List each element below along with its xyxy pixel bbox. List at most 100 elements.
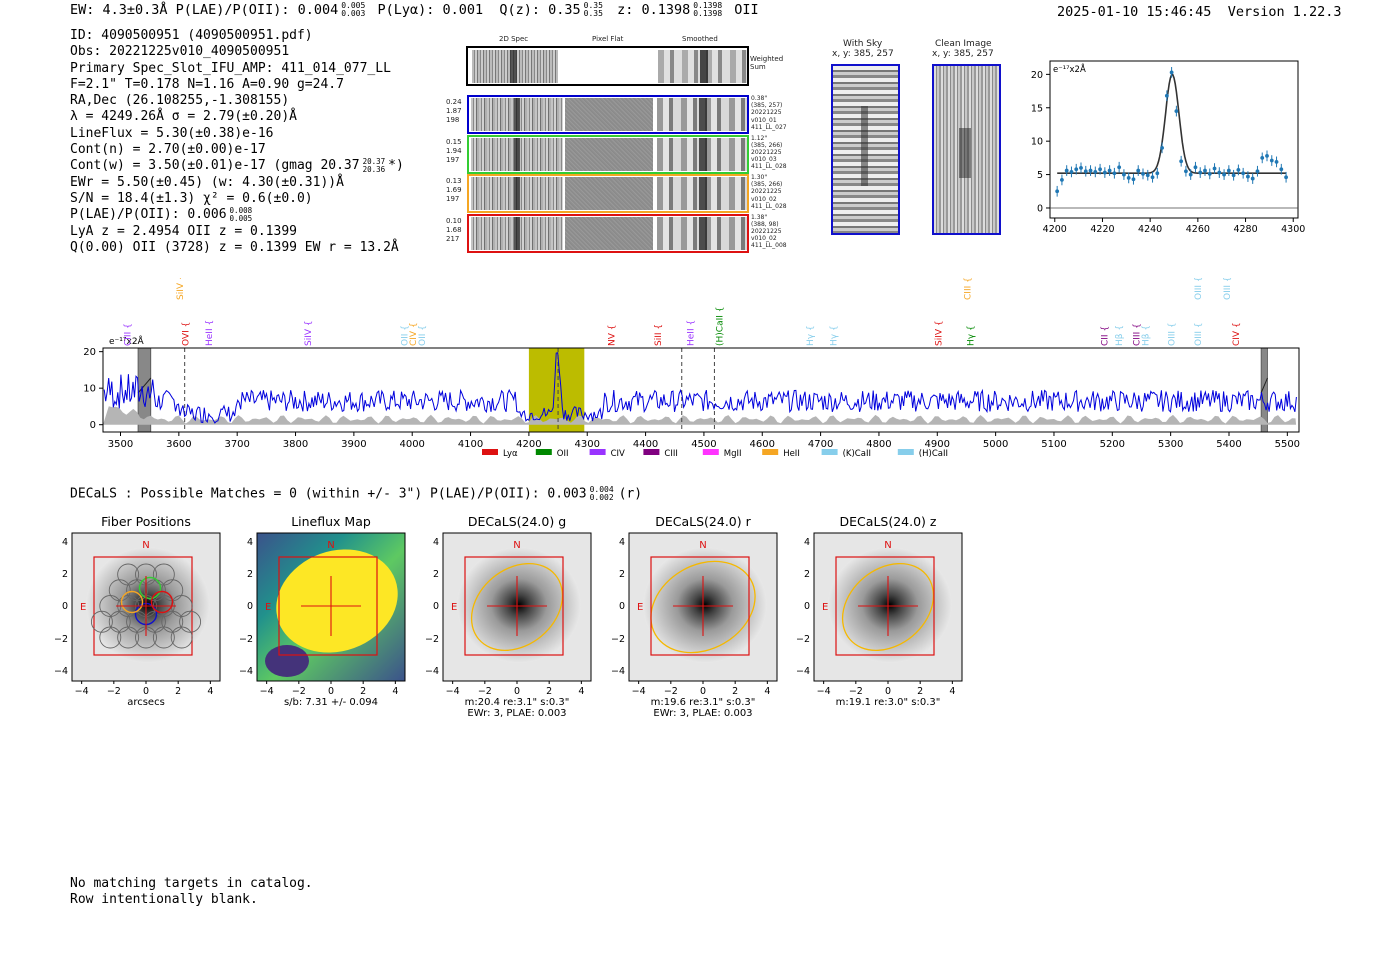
decals-yticks: 4 2 0 −2 −4 xyxy=(239,527,253,688)
compass-north: N xyxy=(142,540,149,551)
legend-swatch xyxy=(702,449,719,455)
spec-line-label: OIII { xyxy=(1168,322,1178,346)
fit-xtick-label: 4240 xyxy=(1138,224,1162,232)
cutout-left-value: 0.24 xyxy=(446,98,462,106)
fit-xtick-label: 4300 xyxy=(1281,224,1305,232)
fit-data-point xyxy=(1136,168,1141,173)
cutout-row xyxy=(467,134,749,174)
cutout-right-value: 20221225 xyxy=(751,109,782,117)
decals-panel-title: Lineflux Map xyxy=(291,514,371,529)
cutout-right-value: 1.30" xyxy=(751,174,768,181)
fiber-quaternary xyxy=(150,590,174,614)
fit-data-point xyxy=(1102,170,1107,175)
decals-ytick-label: 4 xyxy=(432,537,439,548)
full-spectrum-chart: 3500 3600 3700 3800 3900 4000 4100 4200 4300 4400… xyxy=(83,278,1300,459)
ew-sup: 0.005 xyxy=(341,1,366,10)
decals-caption: m:19.1 re:3.0" s:0.3" xyxy=(836,697,941,708)
datetime: 2025-01-10 15:46:45 xyxy=(1057,4,1212,20)
decals-ytick-label: −4 xyxy=(796,665,811,677)
legend-swatch xyxy=(762,449,779,455)
spec-line-label: SiIV { xyxy=(304,320,314,346)
cutout-left-value: 1.94 xyxy=(446,146,462,155)
spec-error-band xyxy=(103,406,1297,425)
fit-ytick-label: 10 xyxy=(1031,137,1043,148)
decals-panel: Fiber Positions N E −4 −2 0 2 4 arcsecs xyxy=(71,514,221,708)
fit-data-point xyxy=(1284,175,1288,180)
compass-north: N xyxy=(327,540,334,551)
fit-data-point xyxy=(1145,173,1150,178)
spec-frame xyxy=(102,347,1300,433)
cutout-right-value: (385, 266) xyxy=(751,181,783,189)
z-sub: 0.1398 xyxy=(693,9,723,18)
fit-xtick-label: 4220 xyxy=(1090,224,1114,232)
spec-xtick-label: 5500 xyxy=(1275,439,1300,450)
with-sky-image xyxy=(831,64,900,235)
fiber-tertiary xyxy=(120,590,144,614)
fit-data-point xyxy=(1150,175,1155,180)
spec-line-label: OVI { xyxy=(182,322,192,346)
decals-sup: 0.004 xyxy=(589,485,614,494)
spec-line-label: OIII { xyxy=(1194,278,1204,300)
info-radec: RA,Dec (26.108255,-1.308155) xyxy=(70,93,290,109)
decals-panel-title: DECaLS(24.0) r xyxy=(655,514,751,529)
spec-xtick-label: 4300 xyxy=(575,439,600,450)
fit-data-point xyxy=(1207,172,1212,176)
decals-xtick-label: 2 xyxy=(917,686,923,697)
decals-panel: Lineflux Map N E −4 −2 0 2 4 s/b: 7.31 +/- 0.094 xyxy=(256,514,406,708)
cutout-left-value: 0.15 xyxy=(446,137,462,146)
fit-data-point xyxy=(1231,173,1236,178)
fit-data-point xyxy=(1088,168,1093,173)
spec-xtick-label: 4600 xyxy=(750,439,775,450)
clean-xy: x, y: 385, 257 xyxy=(932,49,994,59)
cutout-left-values: 0.24 1.87 198 xyxy=(446,98,462,125)
decals-xtick-label: 2 xyxy=(546,686,552,697)
decals-ytick-label: −4 xyxy=(611,665,626,677)
info-contn: Cont(n) = 2.70(±0.00)e-17 xyxy=(70,142,266,158)
fit-data-point xyxy=(1203,168,1207,173)
weighted-sum-label: Weighted Sum xyxy=(750,55,783,71)
cutout-right-value: v010_01 xyxy=(751,116,777,124)
spec-xtick-label: 3900 xyxy=(341,439,366,450)
header-timestamp: 2025-01-10 15:46:45 Version 1.22.3 xyxy=(1057,4,1342,20)
weighted-smoothed-feature xyxy=(700,50,708,83)
spec-line-label: CIV { xyxy=(1232,322,1242,346)
decals-panel-title: DECaLS(24.0) g xyxy=(468,514,566,529)
cutout-left-value: 197 xyxy=(446,195,460,203)
decals-ytick-label: 0 xyxy=(618,601,625,613)
spec-xtick-label: 3800 xyxy=(283,439,308,450)
fiber-secondary xyxy=(138,576,162,600)
decals-xtick-label: 0 xyxy=(328,686,334,697)
fit-data-point xyxy=(1160,145,1164,150)
spec-line-label: Hβ { xyxy=(1115,325,1125,346)
spec-xtick-label: 3700 xyxy=(224,439,249,450)
fit-data-point xyxy=(1246,174,1250,179)
ew-sub: 0.003 xyxy=(341,9,366,18)
decals-panel: DECaLS(24.0) r N E −4 −2 0 2 4 m:19.6 re:3.1" s:… xyxy=(628,514,778,719)
lineflux-map-low xyxy=(265,645,309,677)
fiber-circle xyxy=(170,626,193,649)
decals-ytick-label: −4 xyxy=(54,665,69,677)
cutout-right-values: 1.38" (388, 98) 20221225 v010_02 411_LL_008 xyxy=(751,214,787,250)
decals-xtick-label: 4 xyxy=(392,686,398,697)
decals-search-box xyxy=(835,556,935,656)
spec-xtick-label: 5400 xyxy=(1216,439,1241,450)
fit-ytick-label: 5 xyxy=(1037,170,1043,181)
fit-data-point xyxy=(1117,165,1122,170)
legend-swatch xyxy=(821,449,838,455)
fit-data-point xyxy=(1141,172,1145,176)
decals-caption: s/b: 7.31 +/- 0.094 xyxy=(284,697,378,708)
legend-swatch xyxy=(589,449,606,455)
compass-east: E xyxy=(451,602,457,613)
fit-data-point xyxy=(1179,159,1184,164)
fit-data-point xyxy=(1126,176,1131,180)
cutout-left-value: 198 xyxy=(446,116,460,124)
spec-flux-line xyxy=(103,352,1297,424)
cutout-right-value: 411_LL_028 xyxy=(751,163,787,171)
legend-label: Lyα xyxy=(503,449,518,459)
z-sup: 0.1398 xyxy=(693,1,723,10)
fit-frame xyxy=(1049,60,1299,219)
clean-source xyxy=(959,128,971,178)
info-ewr: EWr = 5.50(±0.45) (w: 4.30(±0.31))Å xyxy=(70,174,344,190)
spec-line-label: OIII { xyxy=(1194,322,1204,346)
legend-swatch xyxy=(897,449,914,455)
